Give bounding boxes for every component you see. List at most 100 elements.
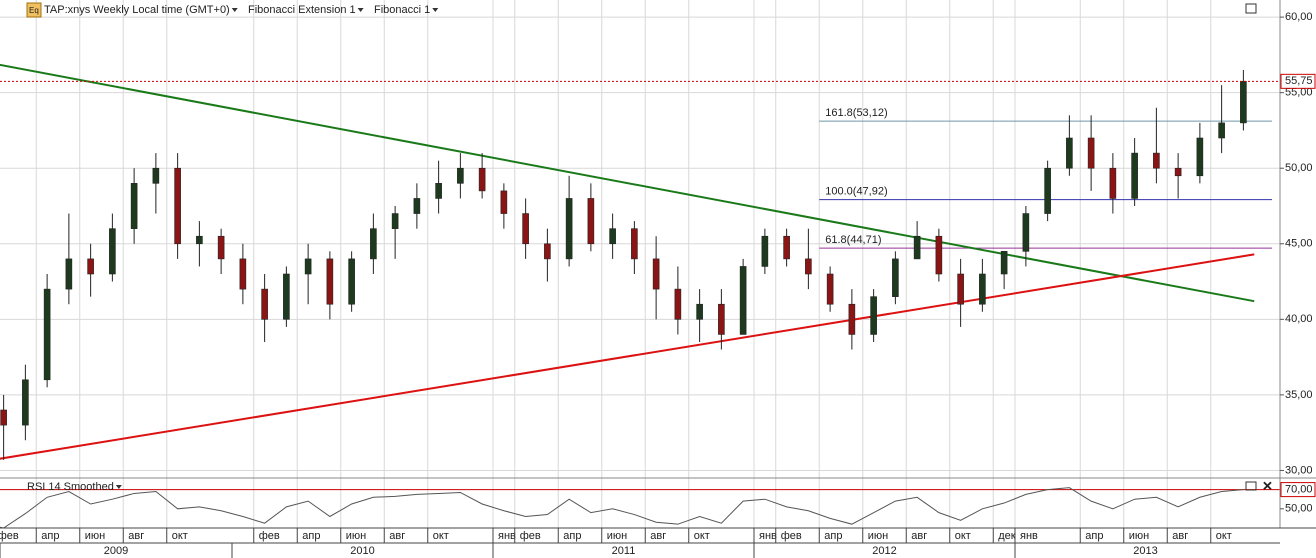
candle-body [217, 235, 225, 260]
candle-body [87, 258, 94, 275]
x-tick-label: янв [1020, 530, 1038, 542]
header: Eq TAP:xnys Weekly Local time (GMT+0) Fi… [26, 2, 430, 493]
candle-body [1000, 251, 1008, 275]
rsi-plot [0, 487, 1280, 528]
candle-body [913, 235, 921, 260]
x-tick-label: фев [520, 530, 541, 542]
grid [0, 0, 1280, 528]
candle-body [522, 213, 529, 245]
candle-body [892, 258, 899, 297]
candle-body [1240, 81, 1247, 124]
rsi-tick-label: 50,00 [1285, 503, 1313, 515]
candle-body [196, 235, 203, 245]
x-tick-label: дек [998, 530, 1016, 542]
axes: ✕ [0, 0, 1316, 544]
close-rsi-button[interactable]: ✕ [1262, 478, 1273, 493]
candle-body [1174, 167, 1182, 177]
y-tick-label: 30,00 [1285, 464, 1313, 476]
x-tick-label: апр [563, 530, 581, 542]
candle-body [0, 409, 7, 426]
dropdown-arrow [357, 8, 364, 12]
candle-body [1218, 122, 1225, 139]
candle-body [631, 228, 638, 260]
candle-body [1109, 167, 1117, 199]
candle-body [304, 258, 312, 275]
candle-body [739, 266, 747, 335]
symbol-icon[interactable] [26, 2, 42, 18]
candle-body [674, 288, 682, 320]
x-tick-label: окт [172, 530, 188, 542]
rsi-label[interactable]: RSI 14 Smoothed [27, 481, 114, 493]
x-tick-label: авг [1172, 530, 1188, 542]
candle-body [174, 167, 181, 245]
indicator-label[interactable]: Fibonacci 1 [374, 4, 430, 16]
fib-label: 100.0(47,92) [825, 186, 887, 198]
x-tick-label: июн [85, 530, 105, 542]
candle-body [1196, 137, 1204, 177]
price-plot [0, 63, 1280, 460]
candle-body [261, 288, 268, 320]
y-tick-label: 45,00 [1285, 238, 1313, 250]
x-tick-label: окт [694, 530, 710, 542]
candle-body [152, 167, 160, 184]
rsi-line [0, 487, 1244, 528]
x-tick-label: июн [1129, 530, 1149, 542]
candle-body [1131, 152, 1138, 199]
x-tick-label: авг [128, 530, 144, 542]
y-tick-label: 50,00 [1285, 162, 1313, 174]
x-tick-label: фев [781, 530, 802, 542]
indicator-label[interactable]: Fibonacci Extension 1 [248, 4, 356, 16]
overbought-box [1280, 482, 1316, 498]
candle-body [348, 258, 355, 305]
x-tick-label: авг [911, 530, 927, 542]
last-price-box [1280, 73, 1316, 89]
candle-body [413, 198, 421, 214]
candle-body [130, 183, 138, 229]
candle-body [826, 273, 834, 305]
candle-body [435, 183, 442, 199]
x-tick-label: фев [259, 530, 280, 542]
candle-body [370, 228, 377, 260]
overbought-label: 70,00 [1285, 484, 1313, 496]
x-tick-label: фев [0, 530, 19, 542]
y-tick-label: 60,00 [1285, 11, 1313, 23]
candle-body [957, 273, 964, 305]
candle-body [935, 235, 943, 275]
candle-body [979, 273, 986, 305]
x-tick-label: янв [498, 530, 516, 542]
x-tick-label: окт [433, 530, 449, 542]
candle-body [22, 379, 29, 426]
candle-body [283, 273, 290, 320]
symbol-icon-text: Eq [29, 6, 39, 15]
candle-body [65, 258, 73, 290]
year-label: 2012 [872, 545, 896, 557]
y-tick-label: 40,00 [1285, 313, 1313, 325]
fib-label: 61.8(44,71) [825, 234, 881, 246]
candle-body [478, 167, 486, 192]
maximize-button[interactable] [1245, 3, 1257, 14]
candle-body [1087, 137, 1095, 169]
candle-body [1066, 137, 1073, 169]
candle-body [761, 235, 769, 267]
candle-body [1022, 213, 1030, 252]
x-tick-label: авг [389, 530, 405, 542]
x-tick-label: янв [759, 530, 777, 542]
chart-title[interactable]: TAP:xnys Weekly Local time (GMT+0) [44, 4, 230, 16]
last-price-label: 55,75 [1285, 75, 1313, 87]
candle-body [587, 198, 595, 245]
trendline [0, 63, 1255, 303]
candle-body [565, 198, 573, 260]
candle-body [391, 213, 399, 229]
x-tick-label: окт [955, 530, 971, 542]
x-tick-label: апр [1085, 530, 1103, 542]
candle-body [544, 243, 551, 260]
candle-body [43, 288, 51, 381]
candle-body [805, 258, 812, 275]
candle-body [326, 258, 334, 305]
maximize-rsi-button[interactable] [1245, 481, 1257, 491]
dropdown-arrow [115, 485, 122, 489]
candle-body [870, 296, 877, 335]
trendline [0, 253, 1255, 460]
y-tick-label: 55,00 [1285, 87, 1313, 99]
